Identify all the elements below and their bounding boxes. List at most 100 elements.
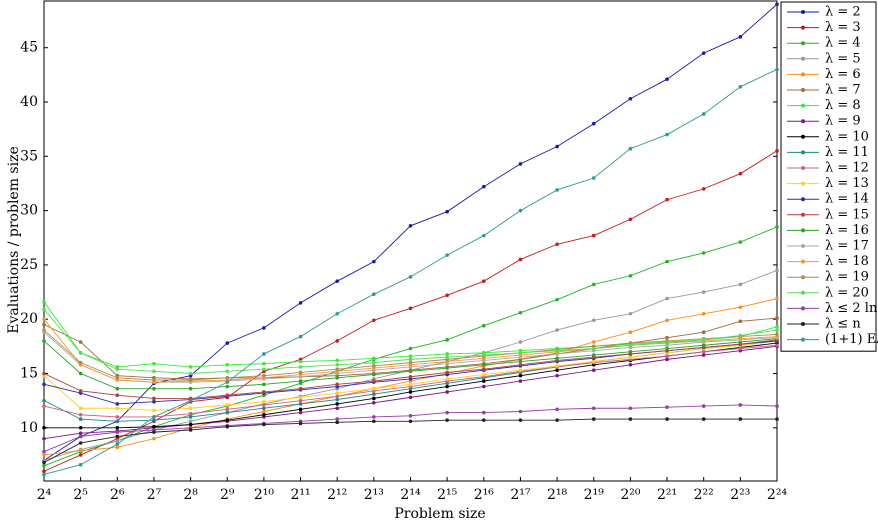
data-point xyxy=(372,364,376,368)
x-axis-label: Problem size xyxy=(394,506,485,522)
data-point xyxy=(372,419,376,424)
legend-label: λ = 4 xyxy=(825,36,861,51)
data-point xyxy=(665,346,669,351)
data-point xyxy=(408,419,413,424)
data-point xyxy=(152,396,156,401)
data-point xyxy=(591,359,596,364)
legend-label: λ = 8 xyxy=(825,98,861,113)
legend-label: λ = 12 xyxy=(825,161,869,176)
data-point xyxy=(665,341,669,345)
data-point xyxy=(445,418,449,422)
data-point xyxy=(445,355,449,359)
x-tick-label: 2²¹ xyxy=(657,487,677,503)
data-point xyxy=(591,406,596,411)
data-point xyxy=(408,395,413,400)
data-point xyxy=(408,357,413,362)
data-point xyxy=(42,436,46,441)
data-point xyxy=(408,306,413,311)
data-point xyxy=(665,335,669,340)
data-point xyxy=(372,415,376,419)
data-point xyxy=(628,96,633,101)
data-point xyxy=(408,374,413,379)
data-point xyxy=(628,363,633,367)
data-point xyxy=(262,382,266,387)
legend-marker xyxy=(801,197,805,202)
data-point xyxy=(408,369,413,374)
data-point xyxy=(628,217,633,222)
legend-marker xyxy=(801,103,805,108)
data-point xyxy=(482,372,486,377)
data-point xyxy=(665,405,669,409)
legend-marker xyxy=(801,25,805,30)
data-point xyxy=(372,292,376,297)
data-point xyxy=(482,363,486,367)
data-point xyxy=(408,390,413,394)
x-tick-label: 2¹⁵ xyxy=(437,487,458,503)
data-point xyxy=(775,268,779,273)
data-point xyxy=(262,403,266,407)
data-point xyxy=(518,359,523,364)
data-point xyxy=(518,368,523,373)
legend-label: λ = 2 xyxy=(825,5,861,20)
data-point xyxy=(628,417,633,421)
data-point xyxy=(78,425,83,430)
data-point xyxy=(372,318,376,323)
data-point xyxy=(775,296,779,301)
data-point xyxy=(591,340,596,344)
x-tick-label: 2²⁰ xyxy=(620,487,641,503)
data-point xyxy=(555,356,559,361)
data-point xyxy=(188,398,193,403)
x-tick-label: 2⁸ xyxy=(183,487,198,503)
data-point xyxy=(188,406,193,411)
data-point xyxy=(262,326,266,330)
data-point xyxy=(555,348,559,353)
data-point xyxy=(78,441,83,445)
y-tick-label: 15 xyxy=(20,365,38,381)
data-point xyxy=(152,436,156,441)
data-point xyxy=(555,188,559,192)
data-point xyxy=(482,233,486,238)
data-point xyxy=(591,233,596,238)
data-point xyxy=(42,307,46,312)
data-point xyxy=(701,51,706,55)
x-tick-label: 2¹¹ xyxy=(290,487,310,503)
data-point xyxy=(555,297,559,302)
data-point xyxy=(518,208,523,213)
data-point xyxy=(408,360,413,365)
data-point xyxy=(555,364,559,368)
data-point xyxy=(445,352,449,356)
data-point xyxy=(372,372,376,377)
data-point xyxy=(775,343,779,348)
legend-label: λ = 10 xyxy=(825,129,869,144)
legend-label: λ ≤ 2 ln n xyxy=(825,301,878,316)
data-point xyxy=(518,409,523,414)
legend-marker xyxy=(801,10,805,14)
data-point xyxy=(225,376,230,380)
data-point xyxy=(78,417,83,421)
y-tick-label: 10 xyxy=(20,420,38,436)
x-tick-label: 2⁹ xyxy=(220,487,235,503)
data-point xyxy=(42,453,46,457)
data-point xyxy=(372,360,376,365)
data-point xyxy=(775,225,779,229)
legend-marker xyxy=(801,56,805,61)
data-point xyxy=(298,410,303,415)
data-point xyxy=(738,240,743,244)
data-point xyxy=(701,251,706,255)
legend-marker xyxy=(801,119,805,124)
y-tick-label: 45 xyxy=(20,40,38,56)
data-point xyxy=(701,112,706,116)
x-tick-label: 2¹⁶ xyxy=(474,487,495,503)
data-point xyxy=(482,323,486,328)
data-point xyxy=(628,273,633,278)
y-tick-label: 30 xyxy=(20,203,38,219)
data-point xyxy=(152,430,156,434)
legend-marker xyxy=(801,150,805,155)
data-point xyxy=(115,402,120,406)
data-point xyxy=(152,408,156,413)
legend-marker xyxy=(801,181,805,186)
data-point xyxy=(225,424,230,429)
data-point xyxy=(298,365,303,369)
data-point xyxy=(665,354,669,358)
data-point xyxy=(738,346,743,351)
